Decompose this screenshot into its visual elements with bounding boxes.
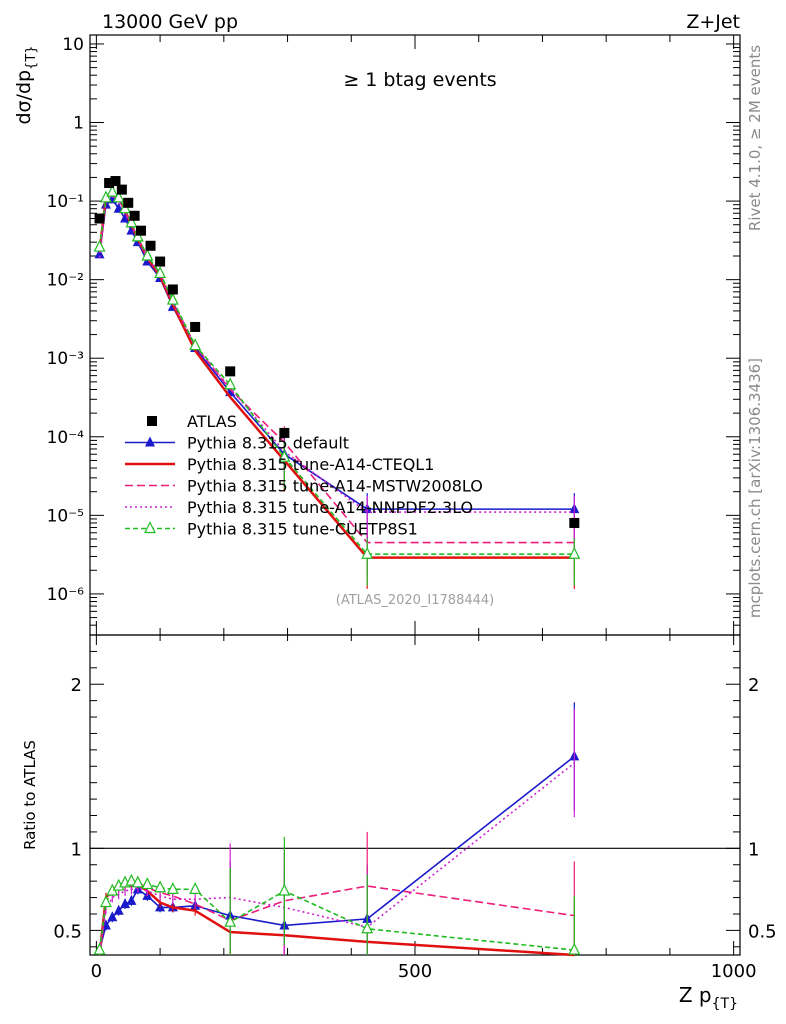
main-marker [106, 184, 119, 197]
ratio-marker [224, 914, 237, 927]
main-series [93, 176, 581, 589]
ratio-series [93, 702, 581, 957]
legend-label-0: Pythia 8.315 default [187, 434, 349, 453]
y-tick-label: 10 [62, 35, 84, 55]
y-tick-label: 1 [73, 114, 84, 134]
main-marker [166, 292, 179, 305]
ratio-line-0 [98, 755, 575, 951]
data-point [123, 197, 134, 208]
main-marker [93, 239, 106, 252]
ratio-tick-label-right: 0.5 [748, 921, 777, 942]
ratio-marker [278, 883, 291, 896]
main-marker [189, 338, 202, 351]
ratio-marker [166, 882, 179, 894]
ratio-tick-label: 0.5 [53, 921, 82, 942]
data-point [110, 176, 121, 187]
data-point [145, 240, 156, 251]
ratio-tick-label-right: 1 [748, 839, 759, 860]
ratio-marker [141, 877, 154, 890]
main-marker [141, 248, 154, 261]
axes: 0 500 1000 10⁻⁶ 10⁻⁵ 10⁻⁴ 10⁻³ 10⁻² 10⁻¹ 1 10 0.5 0.… [47, 35, 777, 982]
data-point [279, 427, 290, 438]
ratio-marker [113, 904, 124, 915]
y-axis-label: dσ/dp{T} [13, 45, 39, 124]
legend-data-marker [147, 416, 157, 426]
ratio-line-3 [98, 762, 575, 956]
x-tick-label: 1000 [711, 961, 757, 982]
header-process: Z+Jet [686, 11, 740, 33]
side-text-mcplots: mcplots.cern.ch [arXiv:1306.3436] [746, 358, 764, 618]
ratio-marker [189, 882, 202, 894]
legend-marker [145, 436, 155, 447]
side-text-rivet: Rivet 4.1.0, ≥ 2M events [746, 45, 764, 231]
chart-title: ≥ 1 btag events [343, 69, 496, 91]
main-marker [278, 449, 291, 462]
ratio-tick-label: 1 [71, 839, 82, 860]
y-tick-label: 10⁻¹ [47, 192, 84, 212]
data-point [190, 321, 201, 332]
main-marker [131, 229, 144, 242]
data-point [129, 210, 140, 221]
ratio-marker [120, 898, 131, 909]
ratio-marker [131, 875, 144, 888]
x-tick-label: 500 [398, 961, 432, 982]
data-point [135, 225, 146, 236]
ratio-marker [361, 921, 374, 934]
data-point [116, 184, 127, 195]
main-marker [94, 248, 105, 259]
ratio-tick-label: 2 [71, 675, 82, 696]
legend-label-3: Pythia 8.315 tune-A14-NNPDF2.3LO [187, 498, 473, 517]
legend-label-2: Pythia 8.315 tune-A14-MSTW2008LO [187, 477, 483, 496]
data-point [104, 177, 115, 188]
data-point [569, 517, 580, 528]
y-tick-label: 10⁻⁵ [47, 506, 84, 526]
y-tick-label: 10⁻⁴ [47, 428, 85, 448]
main-marker [112, 190, 125, 203]
y-tick-label: 10⁻³ [47, 349, 84, 369]
x-tick-label: 0 [91, 961, 102, 982]
main-marker [154, 266, 167, 279]
ratio-marker [93, 942, 106, 955]
main-marker [568, 546, 581, 559]
x-axis-label: Z p{T} [679, 983, 738, 1012]
ratio-marker [126, 894, 137, 905]
ratio-tick-label-right: 2 [748, 675, 759, 696]
legend: ATLAS Pythia 8.315 default Pythia 8.315 tu… [125, 412, 483, 539]
ratio-marker [125, 873, 138, 886]
ratio-marker [99, 895, 112, 908]
main-marker [224, 377, 237, 390]
legend-label-1: Pythia 8.315 tune-A14-CTEQL1 [187, 455, 434, 474]
main-marker [361, 546, 374, 559]
legend-marker [144, 521, 156, 534]
ratio-y-axis-label: Ratio to ATLAS [21, 740, 39, 850]
main-marker [99, 190, 112, 203]
data-point [225, 366, 236, 377]
legend-label-data: ATLAS [187, 412, 237, 431]
header-energy: 13000 GeV pp [102, 11, 238, 33]
y-tick-label: 10⁻⁶ [47, 585, 85, 605]
legend-label-4: Pythia 8.315 tune-CUETP8S1 [187, 520, 418, 539]
data-point [94, 213, 105, 224]
main-marker [120, 212, 131, 223]
data-point [155, 256, 166, 267]
ratio-marker [154, 880, 167, 893]
data-point [167, 284, 178, 295]
ratio-marker [568, 942, 581, 955]
y-tick-label: 10⁻² [47, 271, 84, 291]
ratio-marker [107, 911, 118, 922]
analysis-watermark: (ATLAS_2020_I1788444) [336, 593, 494, 608]
main-marker [125, 215, 138, 228]
